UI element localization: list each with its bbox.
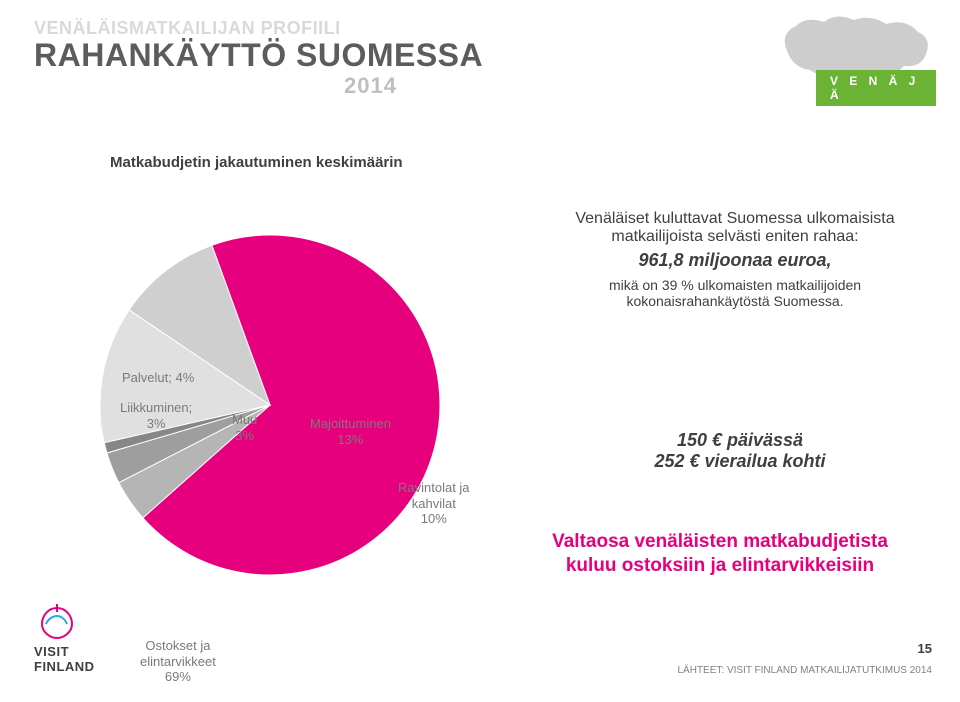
slice-label-muu: Muu 3% <box>232 412 257 443</box>
conclusion: Valtaosa venäläisten matkabudjetista kul… <box>510 530 930 578</box>
slice-label-majoittuminen: Majoittuminen 13% <box>310 416 391 447</box>
summary-line1: Venäläiset kuluttavat Suomessa ulkomaisi… <box>540 210 930 228</box>
logo-text-visit: VISIT <box>34 644 95 659</box>
header-subtitle: VENÄLÄISMATKAILIJAN PROFIILI <box>34 18 483 39</box>
page-number: 15 <box>918 641 932 656</box>
source-line: LÄHTEET: VISIT FINLAND MATKAILIJATUTKIMU… <box>677 665 932 676</box>
conclusion-line2: kuluu ostoksiin ja elintarvikkeisiin <box>510 554 930 578</box>
header: VENÄLÄISMATKAILIJAN PROFIILI RAHANKÄYTTÖ… <box>34 18 483 99</box>
header-year: 2014 <box>344 73 483 99</box>
slice-label-liikkuminen: Liikkuminen; 3% <box>120 400 192 431</box>
map-badge: V E N Ä J Ä <box>816 70 936 106</box>
page-root: VENÄLÄISMATKAILIJAN PROFIILI RAHANKÄYTTÖ… <box>0 0 960 702</box>
summary-text: Venäläiset kuluttavat Suomessa ulkomaisi… <box>540 210 930 309</box>
logo-icon <box>34 604 80 642</box>
conclusion-line1: Valtaosa venäläisten matkabudjetista <box>510 530 930 554</box>
visit-finland-logo: VISIT FINLAND <box>34 604 95 674</box>
slice-label-ostokset: Ostokset ja elintarvikkeet 69% <box>140 638 216 685</box>
summary-line4: kokonaisrahankäytöstä Suomessa. <box>540 293 930 309</box>
stat-per-day: 150 € päivässä <box>580 430 900 451</box>
chart-title: Matkabudjetin jakautuminen keskimäärin <box>110 154 403 171</box>
stat-block: 150 € päivässä 252 € vierailua kohti <box>580 430 900 472</box>
summary-line2: matkailijoista selvästi eniten rahaa: <box>540 228 930 246</box>
slice-label-palvelut: Palvelut; 4% <box>122 370 194 386</box>
slice-label-ravintolat: Ravintolat ja kahvilat 10% <box>398 480 470 527</box>
summary-line3: mikä on 39 % ulkomaisten matkailijoiden <box>540 277 930 293</box>
summary-emphasis: 961,8 miljoonaa euroa, <box>540 250 930 271</box>
map-region: V E N Ä J Ä <box>776 8 936 108</box>
header-title: RAHANKÄYTTÖ SUOMESSA <box>34 39 483 73</box>
pie-chart: Ostokset ja elintarvikkeet 69%Palvelut; … <box>60 180 480 600</box>
pie-svg <box>60 180 480 600</box>
stat-per-visit: 252 € vierailua kohti <box>580 451 900 472</box>
logo-text-finland: FINLAND <box>34 659 95 674</box>
